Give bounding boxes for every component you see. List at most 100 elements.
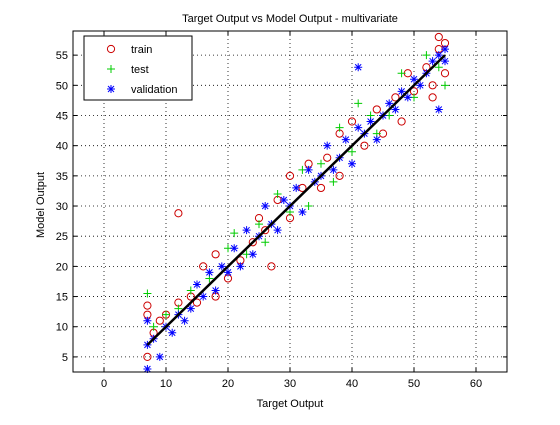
data-point-train <box>199 262 208 271</box>
data-point-train <box>248 238 257 247</box>
legend-label-train: train <box>131 44 152 56</box>
y-tick-label: 5 <box>62 352 68 364</box>
legend-entry-validation: validation <box>107 84 177 96</box>
data-point-validation <box>354 123 363 132</box>
x-tick-label: 30 <box>284 378 296 390</box>
x-tick-label: 60 <box>470 378 482 390</box>
data-point-train <box>323 153 332 162</box>
y-tick-label: 20 <box>56 261 68 273</box>
data-point-validation <box>434 51 443 60</box>
data-point-test <box>397 69 406 78</box>
data-point-train <box>391 93 400 102</box>
data-point-validation <box>323 141 332 150</box>
data-point-train <box>155 316 164 325</box>
fit-line <box>146 54 446 346</box>
y-tick-label: 15 <box>56 292 68 304</box>
data-point-validation <box>428 57 437 66</box>
data-point-train <box>428 81 437 90</box>
data-point-validation <box>143 316 152 325</box>
data-point-validation <box>230 244 239 253</box>
data-point-train <box>211 250 220 259</box>
legend-symbol-test <box>107 65 115 73</box>
data-point-validation <box>205 268 214 277</box>
y-tick-label: 45 <box>56 110 68 122</box>
data-point-validation <box>217 262 226 271</box>
data-point-validation <box>403 93 412 102</box>
data-point-train <box>360 141 369 150</box>
y-tick-label: 30 <box>56 201 68 213</box>
data-point-validation <box>366 117 375 126</box>
legend-box <box>83 35 193 101</box>
data-point-validation <box>180 316 189 325</box>
legend: train test validation <box>83 35 193 101</box>
data-point-train <box>335 171 344 180</box>
data-point-train <box>428 93 437 102</box>
data-point-train <box>347 117 357 126</box>
data-point-validation <box>441 45 449 54</box>
data-point-test <box>422 51 431 60</box>
data-point-validation <box>168 328 177 337</box>
data-point-validation <box>329 165 338 174</box>
y-axis-title: Model Output <box>35 172 47 238</box>
legend-label-test: test <box>131 64 149 76</box>
data-point-validation <box>385 99 394 108</box>
legend-symbol-validation <box>107 85 115 93</box>
data-point-validation <box>348 159 356 168</box>
y-tick-label: 55 <box>56 50 68 62</box>
data-point-validation <box>416 81 425 90</box>
legend-label-validation: validation <box>131 84 177 96</box>
x-axis-title: Target Output <box>257 398 324 410</box>
data-point-validation <box>298 208 307 217</box>
data-point-validation <box>304 165 313 174</box>
data-point-train <box>440 69 450 78</box>
y-tick-label: 25 <box>56 231 68 243</box>
data-point-train <box>434 32 443 42</box>
data-point-test <box>348 147 356 156</box>
data-point-validation <box>211 286 220 295</box>
fit-line-layer <box>146 54 446 346</box>
data-point-validation <box>410 75 418 84</box>
data-point-train <box>316 183 326 193</box>
data-point-validation <box>242 226 251 235</box>
data-point-validation <box>236 262 245 271</box>
data-point-validation <box>186 304 195 313</box>
legend-entry-test: test <box>107 64 149 76</box>
data-point-validation <box>199 292 208 301</box>
data-point-validation <box>224 268 232 277</box>
data-point-validation <box>372 135 381 144</box>
x-tick-label: 40 <box>346 378 358 390</box>
data-point-test <box>434 63 443 72</box>
data-point-validation <box>341 135 350 144</box>
data-point-train <box>143 301 152 310</box>
data-point-train <box>192 298 202 307</box>
data-point-test <box>143 289 152 298</box>
data-point-validation <box>143 340 152 349</box>
data-point-validation <box>441 57 449 66</box>
y-tick-label: 35 <box>56 171 68 183</box>
data-point-train <box>397 117 406 126</box>
data-point-test <box>273 189 282 198</box>
data-point-train <box>143 352 152 362</box>
data-point-validation <box>248 250 257 259</box>
data-point-test <box>329 177 338 186</box>
legend-marker-validation <box>107 85 115 93</box>
x-tick-label: 10 <box>160 378 172 390</box>
x-tick-label: 20 <box>222 378 234 390</box>
data-point-test <box>335 123 344 132</box>
data-point-validation <box>397 87 406 96</box>
data-point-train <box>267 262 276 271</box>
chart-title: Target Output vs Model Output - multivar… <box>182 13 398 25</box>
data-point-train <box>372 105 381 114</box>
data-point-train <box>285 171 295 180</box>
data-point-validation <box>434 105 443 114</box>
data-point-test <box>354 99 363 108</box>
legend-symbol-train <box>106 44 116 54</box>
x-tick-label: 0 <box>101 378 107 390</box>
data-point-validation <box>354 63 363 72</box>
legend-marker-train <box>106 44 116 54</box>
data-point-validation <box>155 352 164 361</box>
data-point-train <box>174 209 183 218</box>
data-point-test <box>255 220 263 229</box>
